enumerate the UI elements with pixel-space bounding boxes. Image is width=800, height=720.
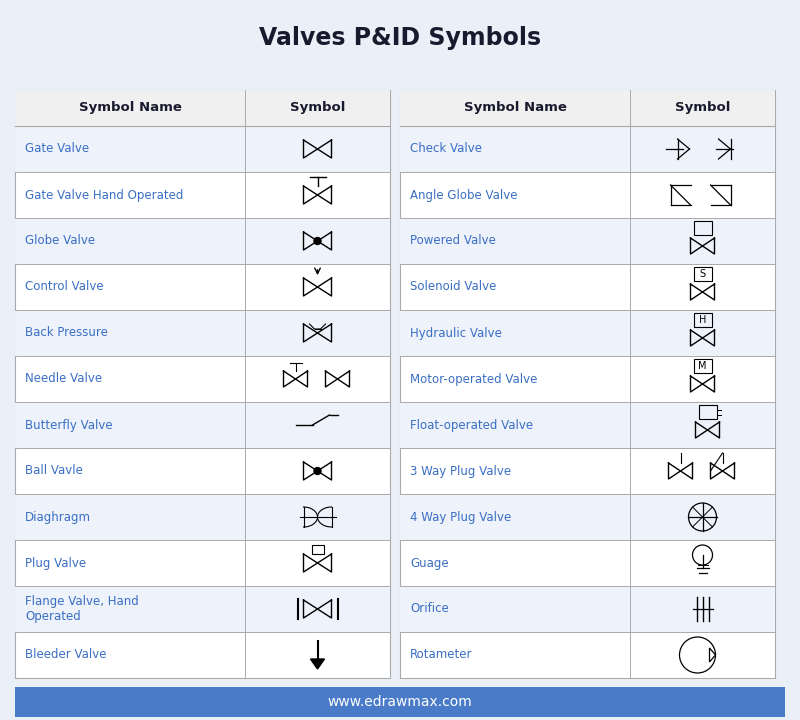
Bar xyxy=(15,586,390,632)
Bar xyxy=(15,90,390,126)
Bar xyxy=(694,359,711,373)
Bar xyxy=(311,545,323,554)
Bar xyxy=(15,402,390,448)
Bar xyxy=(400,90,775,126)
Text: Float-operated Valve: Float-operated Valve xyxy=(410,418,533,431)
Bar xyxy=(400,586,775,632)
Bar xyxy=(15,687,785,717)
Text: 3 Way Plug Valve: 3 Way Plug Valve xyxy=(410,464,511,477)
Circle shape xyxy=(314,467,321,474)
Text: Back Pressure: Back Pressure xyxy=(25,326,108,340)
Bar xyxy=(400,310,775,356)
Text: Solenoid Valve: Solenoid Valve xyxy=(410,281,496,294)
Text: Butterfly Valve: Butterfly Valve xyxy=(25,418,113,431)
Bar xyxy=(400,218,775,264)
Bar xyxy=(15,126,390,172)
Text: Flange Valve, Hand
Operated: Flange Valve, Hand Operated xyxy=(25,595,138,623)
Text: Diaghragm: Diaghragm xyxy=(25,510,91,523)
Bar xyxy=(400,494,775,540)
Text: Needle Valve: Needle Valve xyxy=(25,372,102,385)
Bar xyxy=(15,218,390,264)
Text: Check Valve: Check Valve xyxy=(410,143,482,156)
Bar xyxy=(15,90,390,678)
Text: Motor-operated Valve: Motor-operated Valve xyxy=(410,372,538,385)
Text: Angle Globe Valve: Angle Globe Valve xyxy=(410,189,518,202)
Bar xyxy=(400,126,775,172)
Text: Valves P&ID Symbols: Valves P&ID Symbols xyxy=(259,26,541,50)
Text: 4 Way Plug Valve: 4 Way Plug Valve xyxy=(410,510,511,523)
Text: S: S xyxy=(699,269,706,279)
Polygon shape xyxy=(310,659,325,669)
Text: Powered Valve: Powered Valve xyxy=(410,235,496,248)
Text: Symbol: Symbol xyxy=(675,102,730,114)
Bar xyxy=(698,405,717,419)
Text: Plug Valve: Plug Valve xyxy=(25,557,86,570)
Bar xyxy=(694,313,711,327)
Bar xyxy=(400,90,775,678)
Bar xyxy=(694,267,711,281)
Text: Bleeder Valve: Bleeder Valve xyxy=(25,649,106,662)
Text: H: H xyxy=(699,315,706,325)
Text: Ball Vavle: Ball Vavle xyxy=(25,464,83,477)
Text: Control Valve: Control Valve xyxy=(25,281,104,294)
Text: Symbol: Symbol xyxy=(290,102,345,114)
Text: Gate Valve Hand Operated: Gate Valve Hand Operated xyxy=(25,189,183,202)
Text: www.edrawmax.com: www.edrawmax.com xyxy=(328,695,472,709)
Bar xyxy=(400,402,775,448)
Text: M: M xyxy=(698,361,706,371)
Text: Orifice: Orifice xyxy=(410,603,449,616)
Circle shape xyxy=(314,238,321,245)
Text: Hydraulic Valve: Hydraulic Valve xyxy=(410,326,502,340)
Text: Rotameter: Rotameter xyxy=(410,649,473,662)
Text: Globe Valve: Globe Valve xyxy=(25,235,95,248)
Text: Gate Valve: Gate Valve xyxy=(25,143,89,156)
Text: Guage: Guage xyxy=(410,557,449,570)
Bar xyxy=(694,221,711,235)
Bar xyxy=(15,494,390,540)
Bar xyxy=(15,310,390,356)
Text: Symbol Name: Symbol Name xyxy=(463,102,566,114)
Text: Symbol Name: Symbol Name xyxy=(78,102,182,114)
